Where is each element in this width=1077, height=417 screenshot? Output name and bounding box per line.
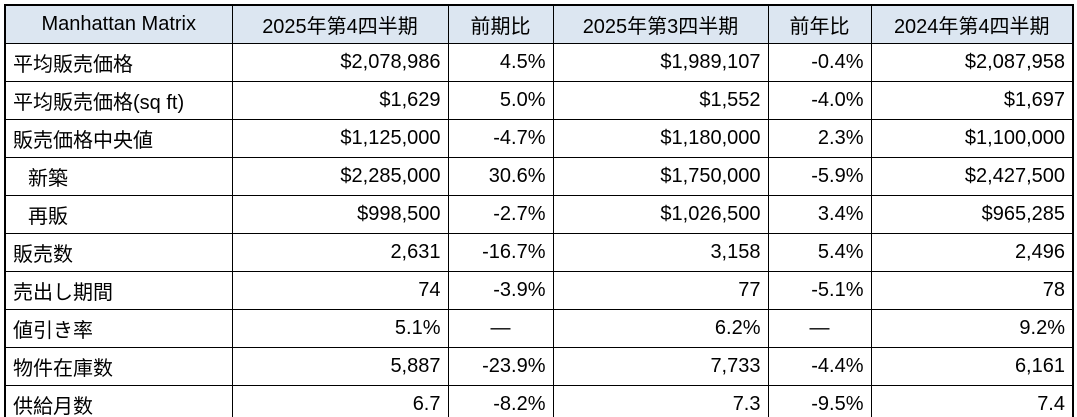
cell-value[interactable]: $2,087,958 (870, 43, 1074, 82)
cell-value[interactable]: 7,733 (552, 347, 769, 386)
header-row: Manhattan Matrix 2025年第4四半期 前期比 2025年第3四… (4, 4, 1074, 44)
cell-value[interactable]: $2,078,986 (231, 43, 449, 82)
cell-value[interactable]: -5.9% (767, 157, 872, 196)
cell-value[interactable]: 6.2% (552, 309, 769, 348)
cell-value[interactable]: 4.5% (447, 43, 554, 82)
cell-value[interactable]: 74 (231, 271, 449, 310)
cell-value[interactable]: $1,125,000 (231, 119, 449, 158)
table-row: 平均販売価格(sq ft) $1,629 5.0% $1,552 -4.0% $1,697 (4, 81, 1074, 120)
cell-value[interactable]: $965,285 (870, 195, 1074, 234)
cell-value[interactable]: 77 (552, 271, 769, 310)
cell-value[interactable]: -4.4% (767, 347, 872, 386)
cell-value[interactable]: 7.4 (870, 385, 1074, 417)
cell-value[interactable]: 5.1% (231, 309, 449, 348)
cell-value[interactable]: -16.7% (447, 233, 554, 272)
table-body: 平均販売価格 $2,078,986 4.5% $1,989,107 -0.4% $2,08… (4, 43, 1074, 417)
row-label[interactable]: 売出し期間 (4, 271, 233, 310)
cell-value[interactable]: $2,427,500 (870, 157, 1074, 196)
row-label[interactable]: 供給月数 (4, 385, 233, 417)
cell-value[interactable]: $1,697 (870, 81, 1074, 120)
cell-value[interactable]: -9.5% (767, 385, 872, 417)
cell-value[interactable]: $2,285,000 (231, 157, 449, 196)
cell-value[interactable]: 7.3 (552, 385, 769, 417)
column-header-q3-2025[interactable]: 2025年第3四半期 (552, 4, 769, 44)
cell-value[interactable]: 3,158 (552, 233, 769, 272)
cell-value[interactable]: $1,100,000 (870, 119, 1074, 158)
cell-value[interactable]: $1,180,000 (552, 119, 769, 158)
cell-value[interactable]: 6,161 (870, 347, 1074, 386)
cell-value[interactable]: -4.7% (447, 119, 554, 158)
cell-value[interactable]: $1,552 (552, 81, 769, 120)
row-label[interactable]: 販売価格中央値 (4, 119, 233, 158)
cell-value[interactable]: -3.9% (447, 271, 554, 310)
cell-value[interactable]: -8.2% (447, 385, 554, 417)
row-label[interactable]: 新築 (4, 157, 233, 196)
cell-value[interactable]: $1,629 (231, 81, 449, 120)
column-header-q4-2025[interactable]: 2025年第4四半期 (231, 4, 449, 44)
cell-value[interactable]: 30.6% (447, 157, 554, 196)
cell-value[interactable]: — (447, 309, 554, 348)
cell-value[interactable]: -2.7% (447, 195, 554, 234)
manhattan-matrix-table: Manhattan Matrix 2025年第4四半期 前期比 2025年第3四… (4, 4, 1074, 417)
cell-value[interactable]: -4.0% (767, 81, 872, 120)
cell-value[interactable]: 6.7 (231, 385, 449, 417)
cell-value[interactable]: 2,496 (870, 233, 1074, 272)
column-header-qoq[interactable]: 前期比 (447, 4, 554, 44)
row-label[interactable]: 物件在庫数 (4, 347, 233, 386)
cell-value[interactable]: 78 (870, 271, 1074, 310)
table-row: 販売価格中央値 $1,125,000 -4.7% $1,180,000 2.3% $1,1… (4, 119, 1074, 158)
table-row: 供給月数 6.7 -8.2% 7.3 -9.5% 7.4 (4, 385, 1074, 417)
cell-value[interactable]: 5.4% (767, 233, 872, 272)
cell-value[interactable]: 2,631 (231, 233, 449, 272)
cell-value[interactable]: $1,026,500 (552, 195, 769, 234)
cell-value[interactable]: 5.0% (447, 81, 554, 120)
row-label[interactable]: 平均販売価格(sq ft) (4, 81, 233, 120)
table-row: 新築 $2,285,000 30.6% $1,750,000 -5.9% $2,427,5… (4, 157, 1074, 196)
cell-value[interactable]: $998,500 (231, 195, 449, 234)
column-header-q4-2024[interactable]: 2024年第4四半期 (870, 4, 1074, 44)
table-row: 販売数 2,631 -16.7% 3,158 5.4% 2,496 (4, 233, 1074, 272)
cell-value[interactable]: $1,989,107 (552, 43, 769, 82)
cell-value[interactable]: 2.3% (767, 119, 872, 158)
cell-value[interactable]: 9.2% (870, 309, 1074, 348)
column-header-yoy[interactable]: 前年比 (767, 4, 872, 44)
table-row: 値引き率 5.1% —6.2% —9.2% (4, 309, 1074, 348)
cell-value[interactable]: $1,750,000 (552, 157, 769, 196)
cell-value[interactable]: -5.1% (767, 271, 872, 310)
cell-value[interactable]: — (767, 309, 872, 348)
table-row: 平均販売価格 $2,078,986 4.5% $1,989,107 -0.4% $2,08… (4, 43, 1074, 82)
table-row: 売出し期間 74 -3.9% 77 -5.1% 78 (4, 271, 1074, 310)
table-title-cell[interactable]: Manhattan Matrix (4, 4, 233, 44)
cell-value[interactable]: 3.4% (767, 195, 872, 234)
row-label[interactable]: 販売数 (4, 233, 233, 272)
cell-value[interactable]: -0.4% (767, 43, 872, 82)
table-row: 再販 $998,500 -2.7% $1,026,500 3.4% $965,285 (4, 195, 1074, 234)
cell-value[interactable]: -23.9% (447, 347, 554, 386)
row-label[interactable]: 再販 (4, 195, 233, 234)
row-label[interactable]: 値引き率 (4, 309, 233, 348)
table-row: 物件在庫数 5,887 -23.9% 7,733 -4.4% 6,161 (4, 347, 1074, 386)
cell-value[interactable]: 5,887 (231, 347, 449, 386)
row-label[interactable]: 平均販売価格 (4, 43, 233, 82)
